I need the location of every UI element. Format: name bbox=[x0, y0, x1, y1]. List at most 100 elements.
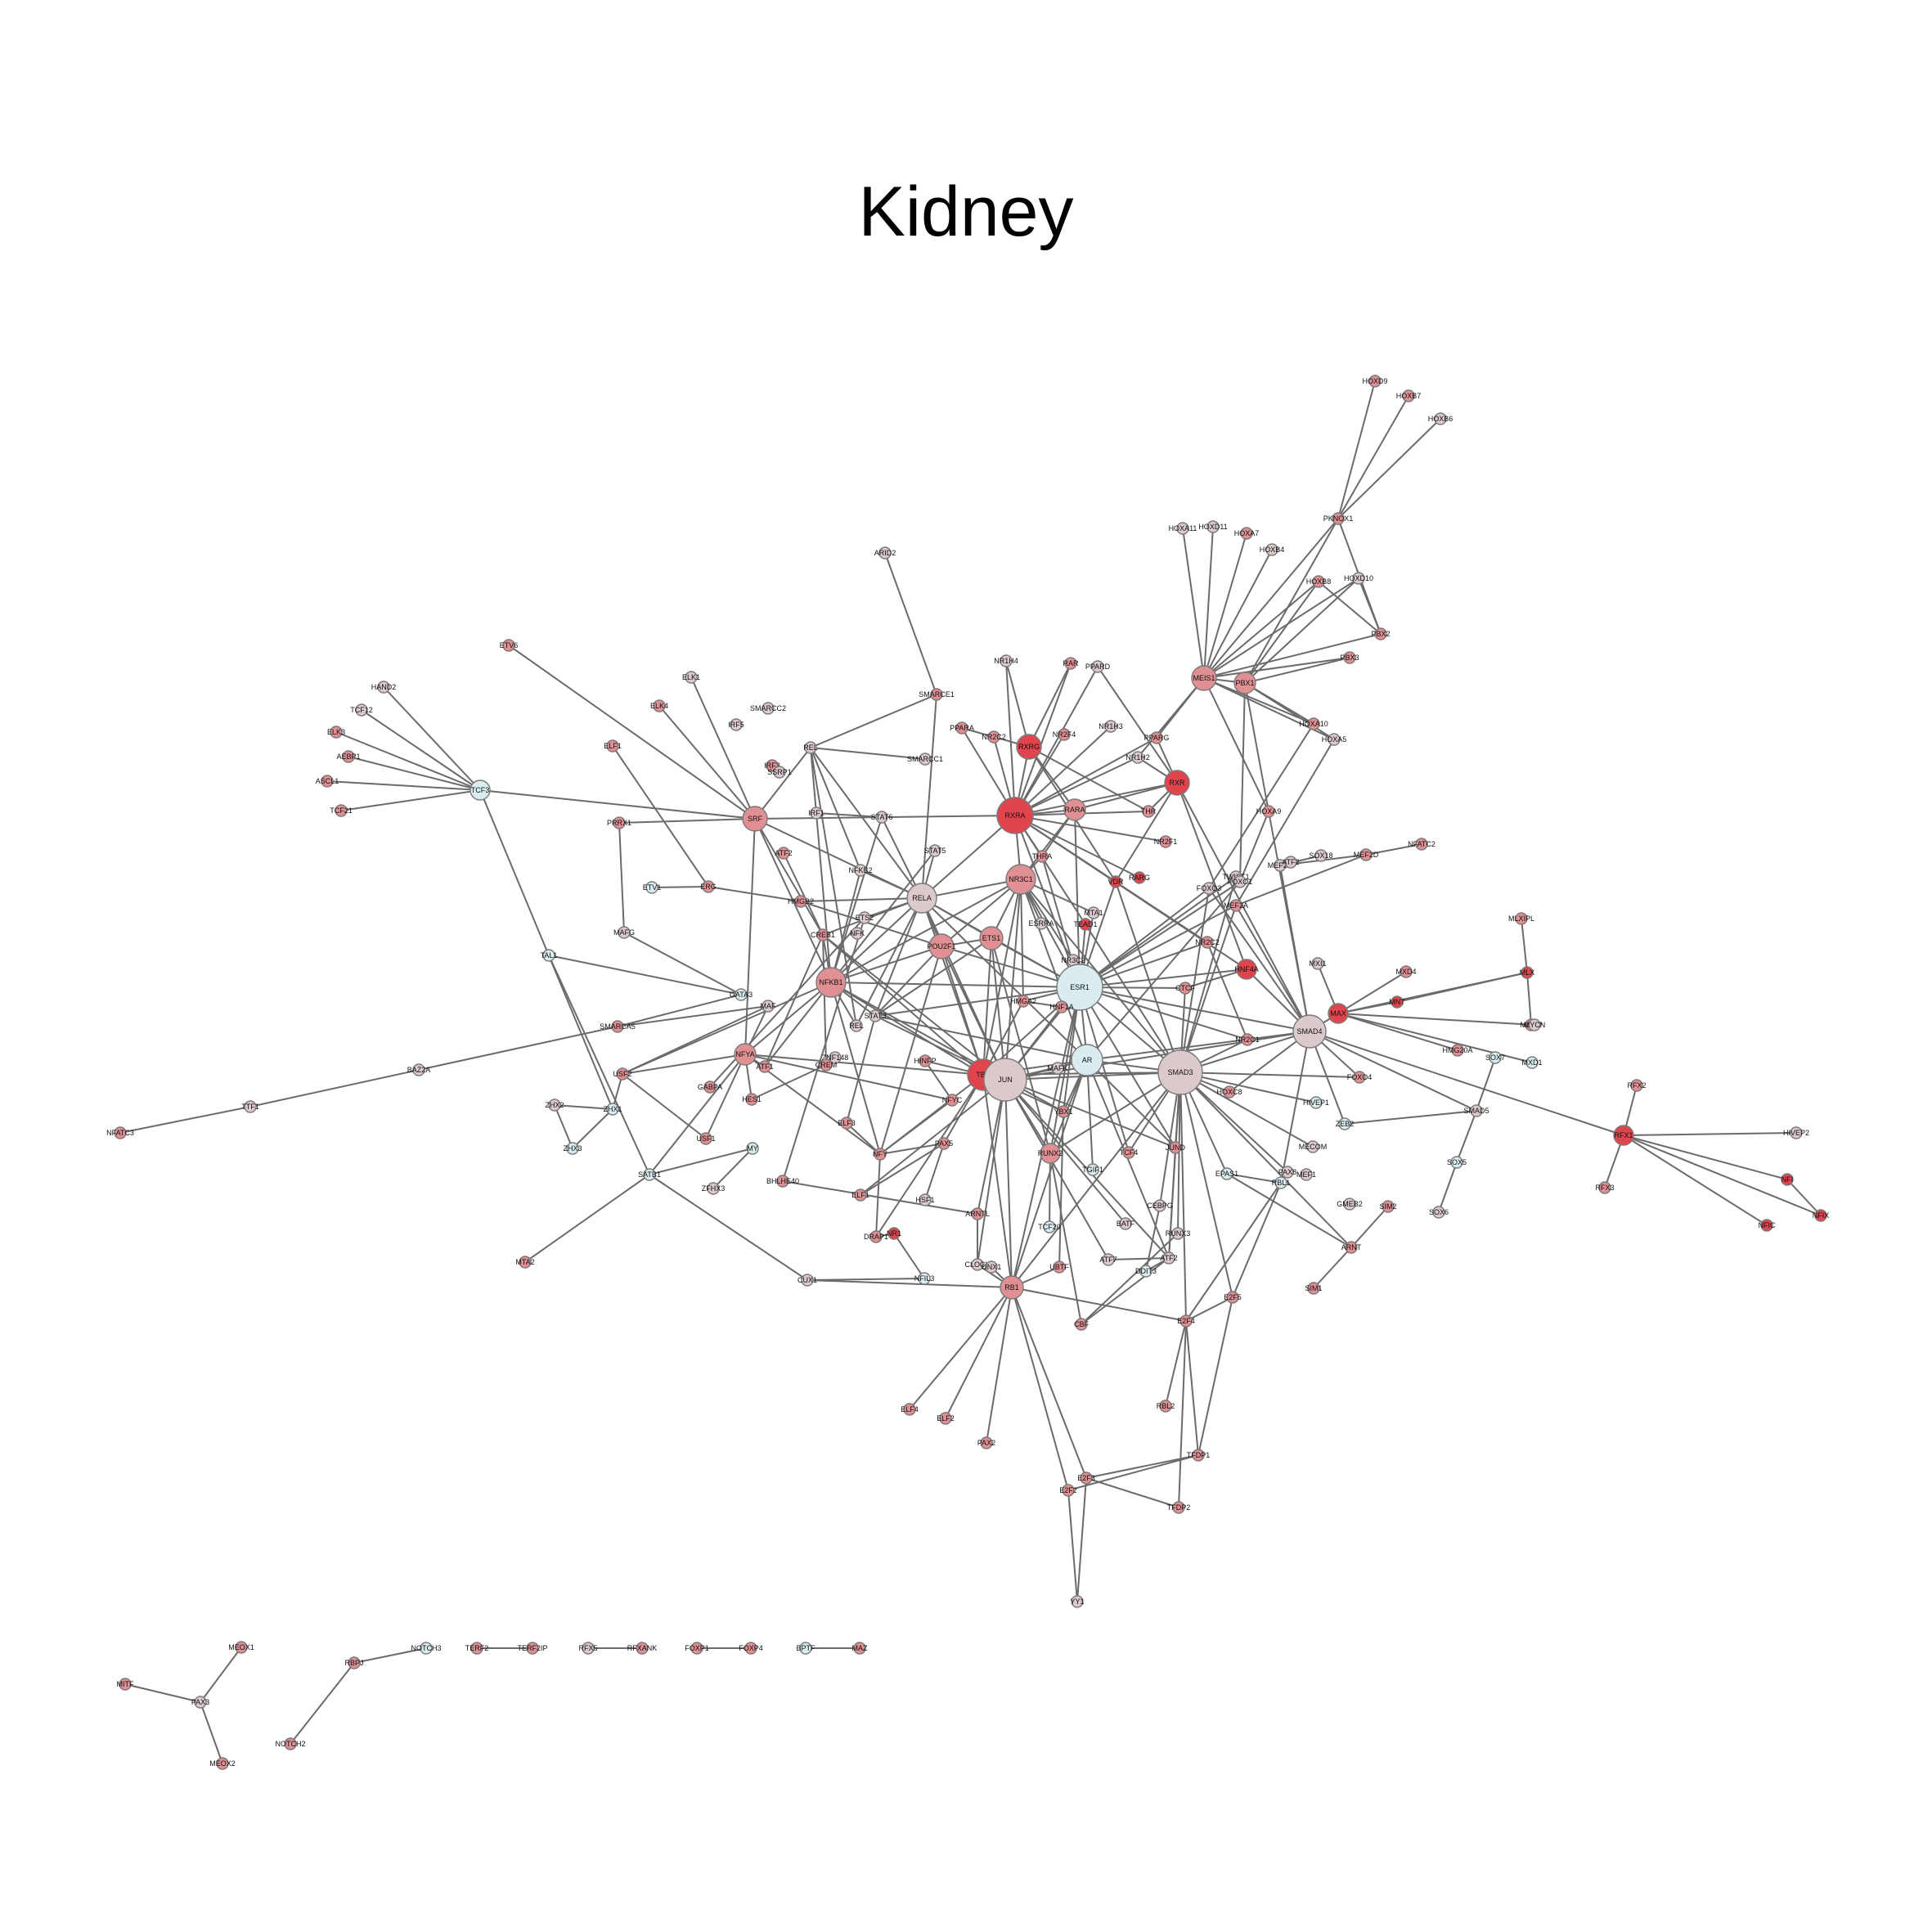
node-circle bbox=[1064, 657, 1077, 670]
edge bbox=[1337, 380, 1376, 519]
node-jun: JUN bbox=[983, 1058, 1027, 1102]
node-label: PAX3 bbox=[191, 1698, 209, 1706]
edge bbox=[782, 1180, 978, 1215]
edge bbox=[622, 1073, 707, 1139]
node-circle bbox=[1307, 1282, 1320, 1295]
edge bbox=[1244, 581, 1319, 684]
edge bbox=[875, 1074, 984, 1238]
node-circle bbox=[1051, 1062, 1064, 1075]
node-e2f4: E2F4 bbox=[1177, 1314, 1195, 1328]
edge bbox=[119, 1106, 251, 1134]
node-label: TERF2IP bbox=[517, 1644, 547, 1652]
node-hoxc8: HOXC8 bbox=[1216, 1085, 1242, 1099]
node-circle bbox=[284, 1737, 297, 1750]
edge bbox=[1206, 941, 1248, 1040]
edge bbox=[1313, 1247, 1352, 1289]
node-smarcc1: SMARCC1 bbox=[907, 753, 943, 766]
edge bbox=[1197, 1296, 1233, 1456]
node-nr3c1: NR3C1 bbox=[1005, 864, 1036, 895]
node-circle bbox=[919, 1054, 932, 1067]
node-hmg20a: HMG20A bbox=[1442, 1044, 1473, 1057]
node-circle bbox=[979, 926, 1004, 950]
node-circle bbox=[777, 847, 790, 860]
node-meis1: MEIS1 bbox=[1191, 665, 1217, 691]
node-circle bbox=[762, 702, 775, 715]
edge bbox=[1279, 865, 1310, 1032]
edge bbox=[712, 1148, 753, 1189]
node-circle bbox=[1043, 1220, 1056, 1233]
node-myb: MY bbox=[746, 1142, 759, 1155]
edge bbox=[1014, 726, 1112, 816]
node-nfil3: NFIL3 bbox=[914, 1272, 935, 1285]
node-mxd4: MXD4 bbox=[1395, 965, 1417, 978]
node-label: TERF2 bbox=[465, 1644, 489, 1652]
node-circle bbox=[1192, 1449, 1205, 1462]
node-label: PKNOX1 bbox=[1323, 514, 1354, 523]
node-smad3: SMAD3 bbox=[1157, 1049, 1203, 1095]
edge bbox=[623, 932, 742, 995]
node-smarcc2: SMARCC2 bbox=[750, 702, 786, 715]
node-thra: THRA bbox=[1032, 850, 1052, 863]
node-circle bbox=[1040, 1143, 1061, 1164]
node-circle bbox=[1080, 1471, 1093, 1485]
node-label: ESRRA bbox=[1028, 919, 1054, 928]
node-circle bbox=[878, 546, 892, 559]
node-clock: CLOCK bbox=[964, 1258, 991, 1271]
edge bbox=[1179, 1072, 1187, 1322]
node-batf: BATF bbox=[1117, 1217, 1135, 1230]
edge bbox=[124, 1683, 201, 1703]
node-label: E2F4 bbox=[1177, 1317, 1195, 1325]
edge bbox=[1232, 1182, 1282, 1298]
node-atf1: ATF1 bbox=[756, 1060, 774, 1073]
node-circle bbox=[611, 1020, 624, 1033]
node-circle bbox=[906, 883, 937, 914]
edge bbox=[1014, 663, 1072, 816]
node-sox7: SOX7 bbox=[1485, 1051, 1505, 1064]
node-label: NFIL3 bbox=[914, 1274, 935, 1283]
edge bbox=[1049, 1072, 1181, 1154]
edge bbox=[1176, 782, 1247, 970]
node-label: HAND2 bbox=[371, 683, 397, 691]
node-label: MTA2 bbox=[515, 1258, 534, 1266]
node-label: MEF2A bbox=[1224, 901, 1248, 910]
node-thrb: THR bbox=[1141, 805, 1157, 818]
node-label: ONX1 bbox=[982, 1263, 1002, 1271]
node-circle bbox=[869, 1009, 882, 1022]
edge bbox=[1179, 905, 1237, 1073]
node-circle bbox=[851, 927, 864, 940]
node-atf2l: ATF2 bbox=[775, 847, 793, 860]
node-stat6: STAT6 bbox=[871, 811, 892, 824]
node-ubtf: UBTF bbox=[1049, 1260, 1069, 1274]
edge bbox=[1079, 887, 1210, 988]
node-circle bbox=[1176, 522, 1189, 535]
node-cux1: CUX1 bbox=[798, 1274, 817, 1287]
node-mafg: MAFG bbox=[613, 926, 635, 939]
edge bbox=[810, 747, 857, 1027]
node-circle bbox=[1172, 1501, 1185, 1514]
edge bbox=[1203, 526, 1214, 679]
node-label: AR bbox=[1082, 1056, 1093, 1064]
node-notch3: NOTCH3 bbox=[411, 1642, 442, 1655]
node-circle bbox=[820, 1058, 833, 1072]
node-label: HES1 bbox=[742, 1095, 762, 1103]
node-label: NFKB1 bbox=[819, 978, 842, 986]
edge bbox=[1203, 549, 1273, 679]
node-circle bbox=[816, 928, 829, 941]
edge bbox=[524, 1174, 650, 1263]
node-circle bbox=[1274, 1176, 1287, 1189]
node-label: HOXD11 bbox=[1198, 523, 1227, 531]
node-pax5: PAX5 bbox=[935, 1137, 953, 1150]
node-znf148: ZNF148 bbox=[822, 1051, 848, 1064]
edge bbox=[1179, 1072, 1360, 1078]
edge bbox=[572, 1108, 613, 1149]
node-circle bbox=[355, 703, 368, 717]
node-label: MLXIPL bbox=[1508, 914, 1534, 923]
node-circle bbox=[1086, 1163, 1099, 1176]
node-mef2a: MEF2A bbox=[1224, 899, 1248, 912]
node-label: USF2 bbox=[613, 1070, 631, 1078]
node-mxi1: MXI1 bbox=[1309, 957, 1327, 970]
node-rara: RARA bbox=[1063, 798, 1086, 821]
node-label: SMARCE1 bbox=[919, 690, 955, 699]
edge bbox=[806, 1279, 1013, 1288]
node-label: HOXA10 bbox=[1299, 720, 1328, 728]
